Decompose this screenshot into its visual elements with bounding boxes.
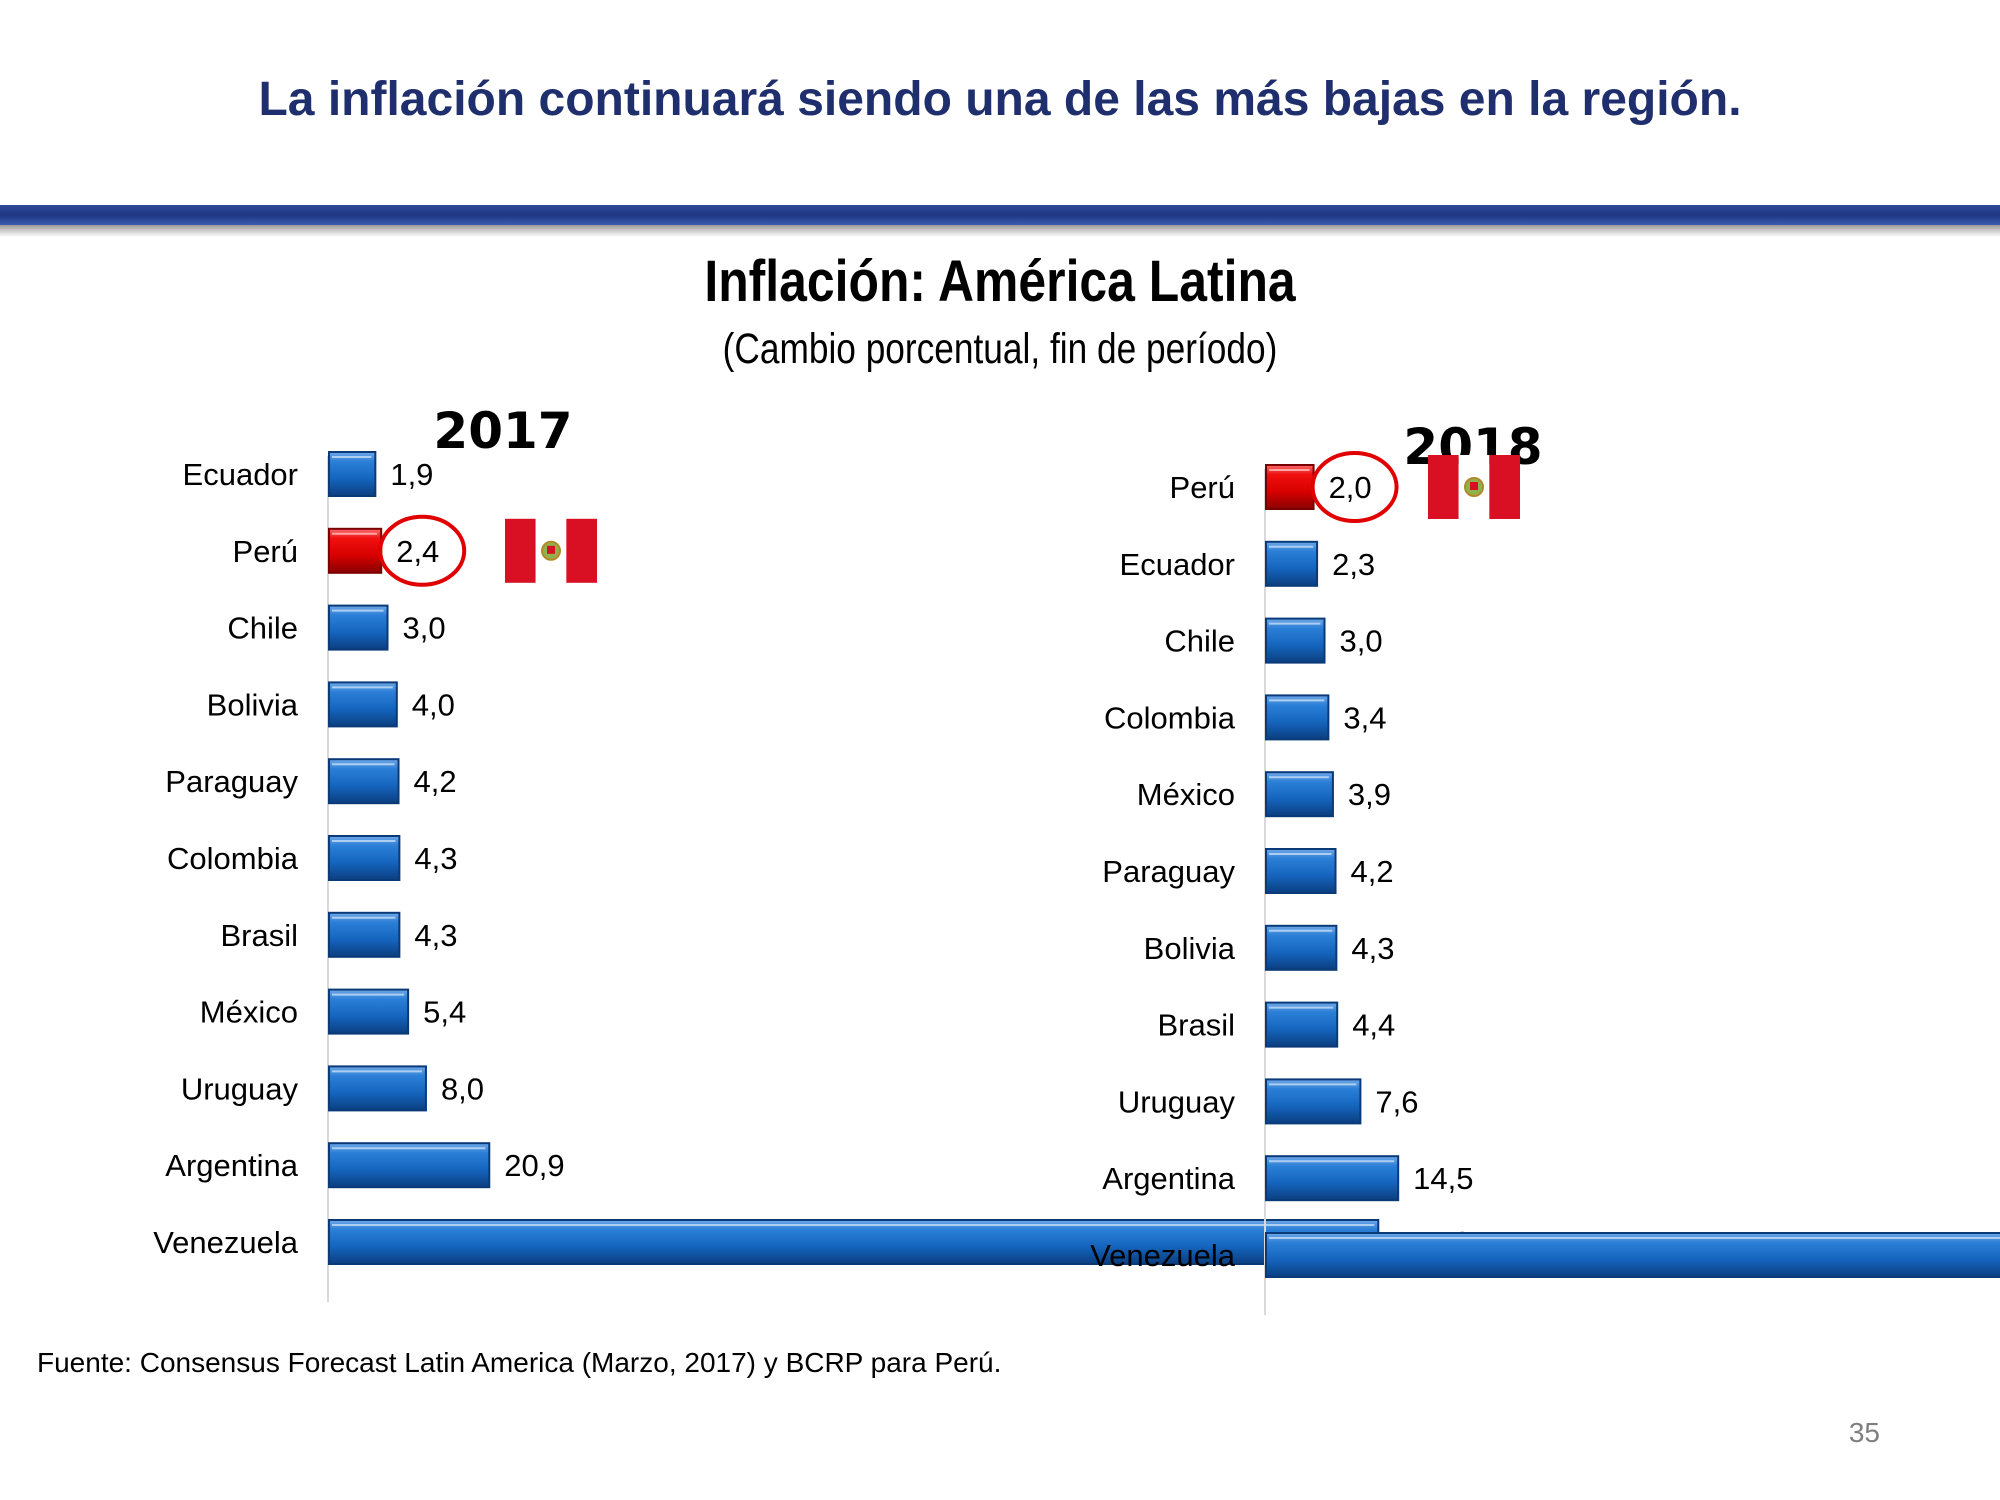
category-label: Colombia [1104,700,1236,735]
title-divider-shadow [0,225,2000,237]
value-label: 4,3 [1351,931,1394,966]
value-label: 3,0 [1340,624,1383,659]
category-label: Perú [233,534,298,569]
value-label: 3,0 [403,611,446,646]
category-label: Paraguay [165,764,298,799]
category-label: Venezuela [153,1225,299,1260]
bar-brasil [1265,1001,1339,1048]
category-label: Bolivia [207,687,299,722]
category-label: Ecuador [1120,547,1235,582]
bar-uruguay [1265,1078,1362,1125]
bar-venezuela [1265,1232,2000,1278]
category-label: Argentina [165,1148,298,1183]
peru-flag-icon [505,518,597,583]
category-label: Brasil [1157,1008,1235,1043]
category-label: Brasil [220,918,298,953]
bar-paraguay [1265,848,1337,894]
chart-2018: Perú 2,0 Ecuador 2,3 Chile 3,0 Colombia 3,4 Méxi… [1090,451,2000,1315]
value-label: 3,9 [1348,777,1391,812]
category-label: Uruguay [181,1071,299,1106]
category-label: México [1137,777,1235,812]
flag-stripe-right [566,518,597,583]
bar-colombia [1265,694,1330,741]
category-label: Perú [1170,470,1235,505]
bar-bolivia [1265,924,1338,971]
bar-méxico [328,988,410,1035]
category-label: Ecuador [183,457,298,492]
title-divider-bar [0,205,2000,225]
value-label: 4,3 [414,841,457,876]
flag-shield-detail [1470,482,1478,490]
bar-chile [1265,617,1326,664]
value-label: 2,4 [396,534,439,569]
bar-paraguay [328,758,400,805]
category-label: Colombia [167,841,299,876]
value-label: 14,5 [1413,1161,1473,1196]
chart-title: Inflación: América Latina [704,249,1296,314]
highlight-circle [1310,451,1399,523]
flag-stripe-right [1489,455,1520,519]
value-label: 2,0 [1329,470,1372,505]
category-label: Uruguay [1118,1084,1236,1119]
value-label: 5,4 [423,995,466,1030]
value-label: 4,3 [414,918,457,953]
category-label: Argentina [1102,1161,1235,1196]
chart-subtitle: (Cambio porcentual, fin de período) [722,325,1278,373]
value-label: 8,0 [441,1071,484,1106]
bar-venezuela [328,1219,1380,1265]
highlight-circle [378,514,467,587]
value-label: 4,2 [414,764,457,799]
category-label: Venezuela [1090,1238,1236,1273]
flag-stripe-left [1428,455,1459,519]
bar-ecuador [328,451,377,497]
category-label: Chile [227,611,298,646]
category-label: Bolivia [1144,931,1236,966]
flag-shield-detail [547,545,555,554]
value-label: 7,6 [1375,1084,1418,1119]
value-label: 20,9 [504,1148,564,1183]
bar-argentina [1265,1155,1400,1202]
bar-brasil [328,911,401,958]
flag-stripe-left [505,518,536,583]
bar-perú [328,527,383,574]
bar-uruguay [328,1065,427,1112]
value-label: 4,0 [412,687,455,722]
value-label: 3,4 [1343,700,1386,735]
page-number: 35 [1848,1417,1880,1448]
value-label: 1,9 [390,457,433,492]
bar-argentina [328,1142,491,1189]
chart-2017-title: 2017 [433,402,573,460]
source-note: Fuente: Consensus Forecast Latin America… [37,1347,1002,1378]
value-label: 2,3 [1332,547,1375,582]
category-label: México [200,995,298,1030]
chart-2017: Ecuador 1,9 Perú 2,4 Chile 3,0 Bolivia 4,0 Parag… [153,451,1471,1302]
category-label: Chile [1164,624,1235,659]
bar-méxico [1265,771,1334,818]
bar-colombia [328,835,401,881]
peru-flag-icon [1428,455,1520,519]
value-label: 4,2 [1351,854,1394,889]
value-label: 4,4 [1352,1008,1395,1043]
bar-chile [328,604,389,651]
bar-ecuador [1265,540,1319,587]
bar-bolivia [328,681,398,728]
bar-perú [1265,464,1315,510]
slide-title: La inflación continuará siendo una de la… [258,73,1742,126]
category-label: Paraguay [1102,854,1235,889]
